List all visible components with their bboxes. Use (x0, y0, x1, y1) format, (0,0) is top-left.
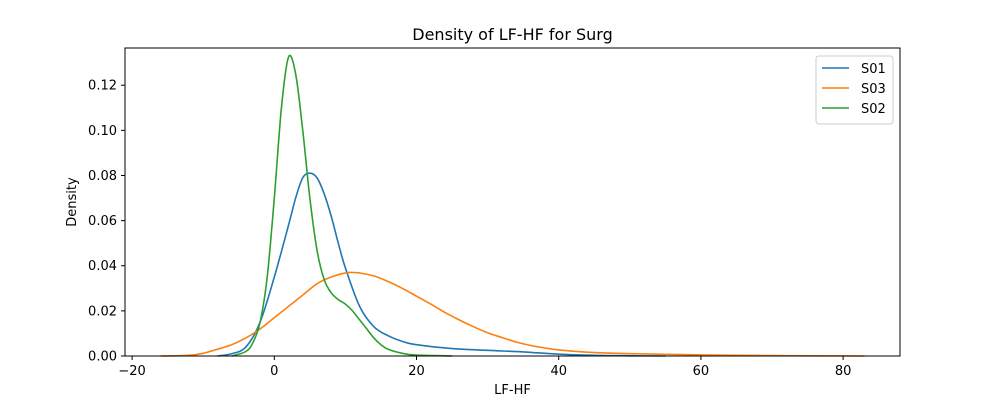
y-tick-label: 0.02 (88, 304, 117, 319)
x-tick-label: −20 (118, 364, 145, 379)
series-line-s02 (231, 54, 453, 357)
x-tick-label: 0 (270, 364, 278, 379)
plot-frame (124, 47, 901, 357)
y-axis-label: Density (65, 177, 80, 227)
legend-label-s02: S02 (861, 102, 886, 117)
chart-title: Density of LF-HF for Surg (412, 25, 612, 44)
legend-label-s03: S03 (861, 82, 886, 97)
y-tick-label: 0.08 (88, 169, 117, 184)
y-tick-label: 0.06 (88, 214, 117, 229)
x-tick-label: 20 (408, 364, 425, 379)
series-line-s03 (160, 271, 865, 357)
x-axis-label: LF-HF (494, 383, 531, 398)
y-axis-ticks: 0.00 0.02 0.04 0.06 0.08 0.10 0.12 (88, 79, 125, 365)
legend: S01 S03 S02 (815, 55, 894, 125)
y-tick-label: 0.00 (88, 350, 117, 365)
y-tick-label: 0.12 (88, 79, 117, 94)
x-tick-label: 40 (550, 364, 567, 379)
x-tick-label: 80 (835, 364, 852, 379)
x-axis-ticks: −20 0 20 40 60 80 (118, 356, 851, 379)
legend-box (815, 55, 894, 125)
series-line-s01 (217, 172, 666, 357)
y-tick-label: 0.10 (88, 124, 117, 139)
x-tick-label: 60 (693, 364, 710, 379)
plot-lines (160, 54, 865, 357)
y-tick-label: 0.04 (88, 259, 117, 274)
legend-label-s01: S01 (861, 62, 886, 77)
